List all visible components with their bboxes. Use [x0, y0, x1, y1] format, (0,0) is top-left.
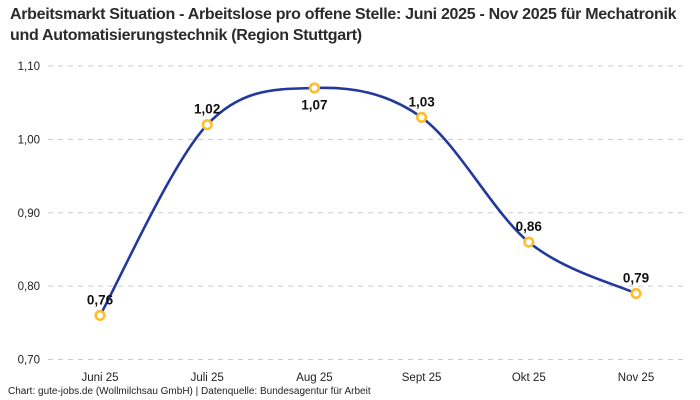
y-axis-tick-label: 0,70 [18, 355, 40, 367]
data-point-marker [416, 111, 428, 123]
x-axis-tick-label: Juni 25 [81, 372, 118, 384]
x-axis-tick-label: Sept 25 [402, 372, 442, 384]
data-point-value-label: 0,76 [87, 292, 114, 307]
x-axis-tick-label: Juli 25 [191, 372, 224, 384]
data-point-value-label: 0,86 [516, 219, 543, 234]
data-point-marker [94, 309, 106, 322]
data-point-value-label: 1,07 [301, 98, 327, 113]
data-point-value-label: 1,02 [194, 102, 220, 117]
series-line [98, 86, 638, 317]
data-point-marker [201, 119, 213, 131]
data-point-marker [523, 236, 535, 248]
x-axis-tick-label: Aug 25 [296, 372, 332, 384]
data-point-marker [308, 82, 321, 94]
x-axis-tick-label: Okt 25 [512, 372, 546, 384]
data-point-value-label: 1,03 [408, 94, 435, 109]
data-point-value-label: 0,79 [623, 270, 649, 285]
y-axis-tick-label: 0,90 [18, 208, 40, 220]
chart-source-footer: Chart: gute-jobs.de (Wollmilchsau GmbH) … [8, 386, 371, 397]
y-axis-tick-label: 1,00 [18, 134, 40, 146]
data-point-marker [630, 287, 642, 300]
x-axis-tick-label: Nov 25 [618, 372, 654, 384]
y-axis-tick-label: 1,10 [18, 61, 40, 73]
y-axis-tick-label: 0,80 [18, 281, 40, 293]
chart-title: Arbeitsmarkt Situation - Arbeitslose pro… [10, 6, 677, 44]
